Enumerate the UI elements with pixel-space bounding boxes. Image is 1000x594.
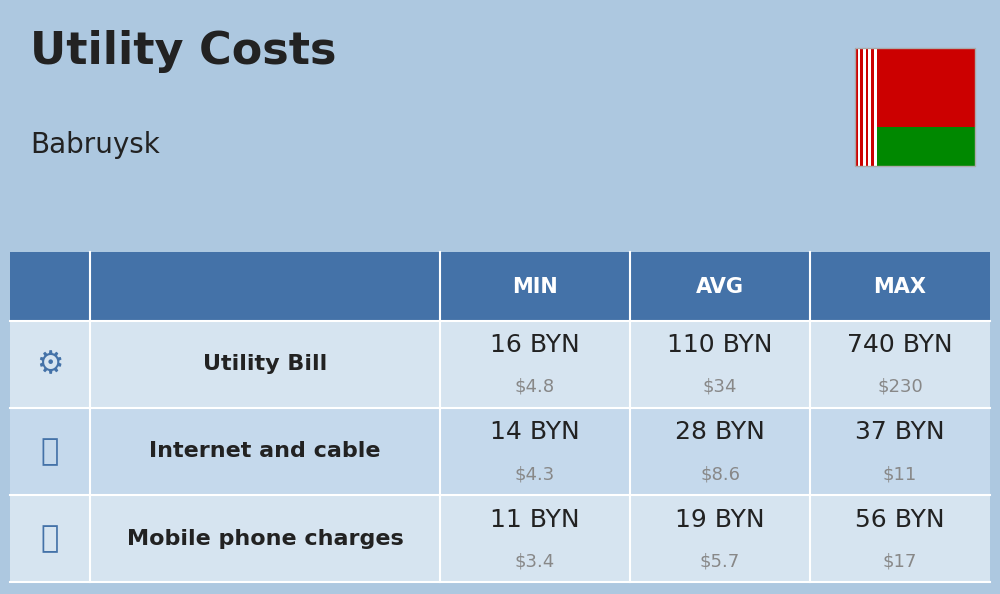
FancyBboxPatch shape bbox=[10, 495, 990, 582]
Text: 📶: 📶 bbox=[41, 437, 59, 466]
Text: 56 BYN: 56 BYN bbox=[855, 507, 945, 532]
FancyBboxPatch shape bbox=[858, 48, 860, 166]
FancyBboxPatch shape bbox=[877, 127, 975, 166]
FancyBboxPatch shape bbox=[863, 48, 866, 166]
Text: Babruysk: Babruysk bbox=[30, 131, 160, 159]
Text: $4.8: $4.8 bbox=[515, 378, 555, 396]
Text: $8.6: $8.6 bbox=[700, 465, 740, 483]
Text: Utility Bill: Utility Bill bbox=[203, 354, 327, 374]
Text: 14 BYN: 14 BYN bbox=[490, 421, 580, 444]
Text: Mobile phone charges: Mobile phone charges bbox=[127, 529, 403, 549]
FancyBboxPatch shape bbox=[877, 48, 975, 127]
Text: $3.4: $3.4 bbox=[515, 552, 555, 570]
FancyBboxPatch shape bbox=[874, 48, 877, 166]
Text: 740 BYN: 740 BYN bbox=[847, 333, 953, 358]
Text: 16 BYN: 16 BYN bbox=[490, 333, 580, 358]
Text: $230: $230 bbox=[877, 378, 923, 396]
Text: $4.3: $4.3 bbox=[515, 465, 555, 483]
FancyBboxPatch shape bbox=[871, 48, 874, 166]
Text: 37 BYN: 37 BYN bbox=[855, 421, 945, 444]
FancyBboxPatch shape bbox=[855, 48, 858, 166]
Text: ⚙: ⚙ bbox=[36, 350, 64, 379]
FancyBboxPatch shape bbox=[868, 48, 871, 166]
Text: 📱: 📱 bbox=[41, 524, 59, 553]
FancyBboxPatch shape bbox=[860, 48, 863, 166]
Text: $17: $17 bbox=[883, 552, 917, 570]
Text: $5.7: $5.7 bbox=[700, 552, 740, 570]
FancyBboxPatch shape bbox=[10, 252, 990, 321]
Text: 110 BYN: 110 BYN bbox=[667, 333, 773, 358]
Text: Internet and cable: Internet and cable bbox=[149, 441, 381, 462]
FancyBboxPatch shape bbox=[866, 48, 868, 166]
FancyBboxPatch shape bbox=[10, 408, 990, 495]
Text: $34: $34 bbox=[703, 378, 737, 396]
Text: 19 BYN: 19 BYN bbox=[675, 507, 765, 532]
Text: $11: $11 bbox=[883, 465, 917, 483]
Text: MIN: MIN bbox=[512, 277, 558, 296]
Text: 28 BYN: 28 BYN bbox=[675, 421, 765, 444]
Text: MAX: MAX bbox=[874, 277, 926, 296]
FancyBboxPatch shape bbox=[10, 321, 990, 408]
Text: 11 BYN: 11 BYN bbox=[490, 507, 580, 532]
Text: AVG: AVG bbox=[696, 277, 744, 296]
Text: Utility Costs: Utility Costs bbox=[30, 30, 336, 72]
